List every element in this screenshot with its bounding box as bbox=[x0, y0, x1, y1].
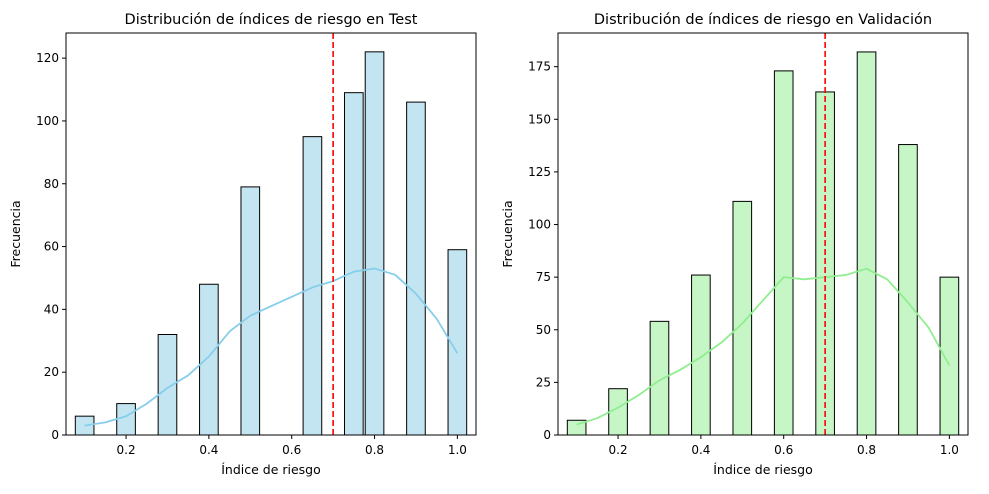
validation-xtick-label-2: 0.6 bbox=[774, 443, 793, 457]
validation-xtick-label-4: 1.0 bbox=[940, 443, 959, 457]
test-ytick-label-5: 100 bbox=[36, 114, 59, 128]
test-bar-3 bbox=[199, 283, 219, 436]
test-bar-4 bbox=[240, 186, 261, 436]
test-ytick-label-2: 40 bbox=[44, 302, 59, 316]
test-ytick-label-3: 60 bbox=[44, 240, 59, 254]
validation-panel: 0.2 0.4 0.6 0.8 1.0 0 25 50 75 100 125 150 175 Distri… bbox=[500, 12, 969, 477]
validation-ytick-label-6: 150 bbox=[528, 112, 551, 126]
validation-y-axis-label: Frecuencia bbox=[500, 200, 515, 267]
validation-bar-8 bbox=[898, 144, 918, 436]
validation-ytick-label-0: 0 bbox=[543, 428, 551, 442]
test-bar-1 bbox=[116, 403, 136, 436]
test-xtick-label-2: 0.6 bbox=[282, 443, 301, 457]
test-panel: 0.2 0.4 0.6 0.8 1.0 0 20 40 60 80 100 120 Distribuci… bbox=[8, 12, 477, 477]
validation-bar-7 bbox=[856, 51, 877, 436]
validation-x-axis-label: Índice de riesgo bbox=[713, 462, 813, 477]
validation-ytick-label-4: 100 bbox=[528, 218, 551, 232]
test-xtick-label-3: 0.8 bbox=[365, 443, 384, 457]
test-ytick-label-6: 120 bbox=[36, 51, 59, 65]
validation-bar-3 bbox=[691, 274, 711, 436]
validation-xtick-label-3: 0.8 bbox=[857, 443, 876, 457]
validation-axes-frame bbox=[557, 32, 969, 436]
test-axes-frame bbox=[65, 32, 477, 436]
validation-ytick-label-3: 75 bbox=[536, 270, 551, 284]
test-bar-9 bbox=[406, 101, 426, 436]
validation-bar-4 bbox=[732, 200, 753, 436]
test-xtick-label-0: 0.2 bbox=[117, 443, 136, 457]
validation-ytick-label-5: 125 bbox=[528, 165, 551, 179]
test-kde-line bbox=[84, 267, 459, 427]
test-xtick-label-1: 0.4 bbox=[199, 443, 218, 457]
test-ytick-label-0: 0 bbox=[51, 428, 59, 442]
test-ytick-label-1: 20 bbox=[44, 365, 59, 379]
validation-bar-9 bbox=[939, 276, 960, 436]
validation-kde-line bbox=[576, 267, 951, 426]
validation-ytick-label-1: 25 bbox=[536, 375, 551, 389]
validation-bar-2 bbox=[649, 320, 670, 436]
test-ytick-label-4: 80 bbox=[44, 177, 59, 191]
test-y-axis-label: Frecuencia bbox=[8, 200, 23, 267]
validation-bar-5 bbox=[773, 70, 794, 436]
test-bar-7 bbox=[344, 92, 364, 436]
validation-ytick-label-2: 50 bbox=[536, 323, 551, 337]
validation-ytick-label-7: 175 bbox=[528, 60, 551, 74]
validation-xtick-label-0: 0.2 bbox=[609, 443, 628, 457]
test-chart-title: Distribución de índices de riesgo en Tes… bbox=[125, 12, 418, 28]
validation-xtick-label-1: 0.4 bbox=[691, 443, 710, 457]
test-x-axis-label: Índice de riesgo bbox=[221, 462, 321, 477]
test-bar-8 bbox=[364, 51, 385, 436]
validation-chart-title: Distribución de índices de riesgo en Val… bbox=[594, 12, 932, 28]
test-xtick-label-4: 1.0 bbox=[448, 443, 467, 457]
